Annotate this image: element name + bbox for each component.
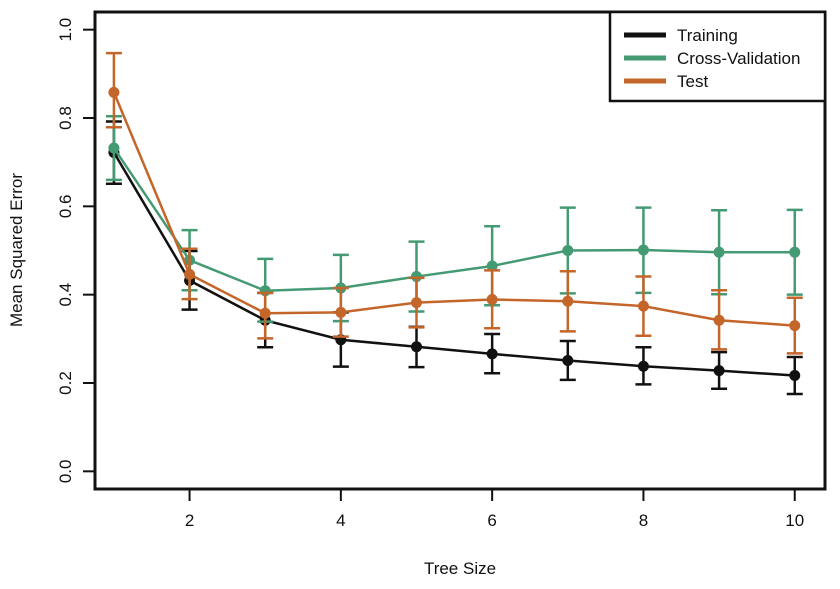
legend-label: Cross-Validation (677, 49, 800, 68)
axis-layer: 2 4 6 8 10 0.0 0.2 0.4 0.6 0.8 1.0 (56, 18, 804, 530)
test-line (112, 91, 795, 327)
y-tick-label: 1.0 (56, 18, 75, 42)
legend-label: Training (677, 26, 738, 45)
y-axis-title: Mean Squared Error (7, 173, 26, 327)
test-point (184, 268, 196, 280)
test-point (335, 306, 347, 318)
y-tick-label: 0.0 (56, 460, 75, 484)
test-point (259, 307, 271, 319)
x-tick-label: 10 (785, 511, 804, 530)
training-point (789, 369, 801, 381)
cross-validation-point (789, 246, 801, 258)
training-point (637, 360, 649, 372)
test-point (108, 86, 120, 98)
test-point (562, 295, 574, 307)
training-point (713, 365, 725, 377)
cross-validation-point (411, 271, 423, 283)
cross-validation-point (562, 245, 574, 256)
training-point (486, 348, 498, 360)
test-point (486, 294, 498, 306)
training-point (411, 341, 423, 353)
x-tick-label: 6 (487, 511, 496, 530)
y-tick-label: 0.4 (56, 283, 75, 307)
legend-box (608, 10, 827, 103)
test-point (411, 297, 423, 309)
test-point (637, 300, 649, 312)
x-tick-label: 4 (336, 511, 345, 530)
x-tick-label: 8 (639, 511, 648, 530)
plot-frame (93, 10, 827, 491)
legend: Training Cross-Validation Test (608, 10, 827, 103)
cross-validation-point (486, 260, 498, 272)
cross-validation-point (637, 244, 649, 256)
series-layer (105, 51, 803, 396)
series-training (105, 120, 803, 396)
cross-validation-line (112, 147, 795, 292)
cross-validation-point (713, 246, 725, 258)
series-test (105, 51, 803, 355)
x-tick-label: 2 (185, 511, 194, 530)
test-point (713, 314, 725, 326)
training-point (562, 354, 574, 366)
y-tick-label: 0.6 (56, 195, 75, 219)
y-tick-label: 0.2 (56, 371, 75, 395)
y-tick-label: 0.8 (56, 106, 75, 130)
training-line (112, 151, 795, 377)
x-axis-title: Tree Size (424, 559, 496, 578)
cross-validation-point (108, 142, 120, 154)
test-point (789, 320, 801, 332)
legend-label: Test (677, 72, 708, 91)
